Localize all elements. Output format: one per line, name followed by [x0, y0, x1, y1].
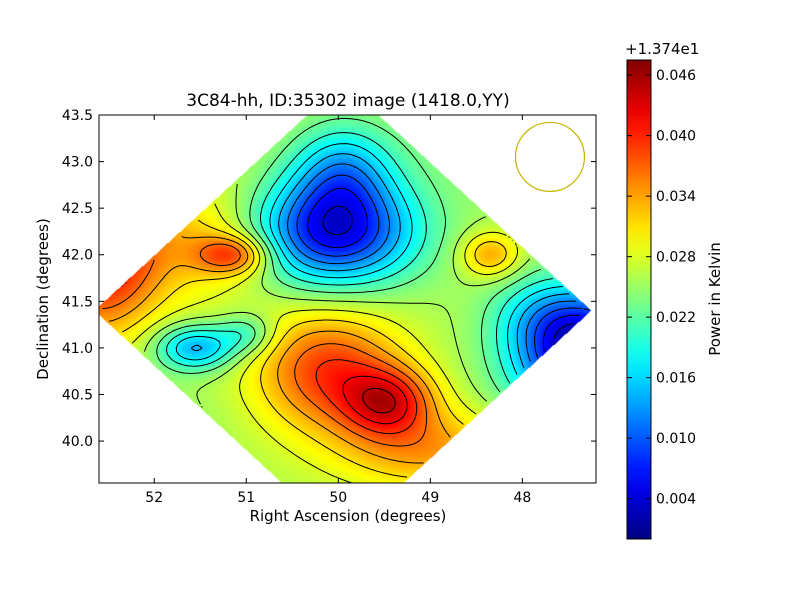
x-tick-label: 50 [329, 490, 347, 506]
y-tick-label: 40.5 [62, 387, 93, 403]
heatmap-image [99, 115, 596, 483]
contour-line [307, 187, 580, 352]
colorbar-tick-label: 0.016 [656, 371, 696, 387]
contour-line [122, 219, 507, 478]
x-tick-label: 48 [513, 490, 531, 506]
y-axis-ticks: 40.0 40.5 41.0 41.5 42.0 42.5 43.0 43.5 [62, 108, 596, 450]
chart-title: 3C84-hh, ID:35302 image (1418.0,YY) [186, 91, 509, 111]
colorbar-tick-label: 0.040 [656, 129, 696, 145]
y-tick-label: 43.0 [62, 155, 93, 171]
colorbar-ticks: 0.004 0.010 0.016 0.022 0.028 0.034 0.040 0.046 [627, 68, 696, 508]
y-axis-label: Declination (degrees) [34, 218, 52, 380]
y-tick-label: 42.0 [62, 248, 93, 264]
contour-line [362, 387, 396, 414]
contour-line [296, 174, 590, 359]
colorbar-tick-label: 0.010 [656, 431, 696, 447]
y-tick-label: 41.0 [62, 341, 93, 357]
y-tick-label: 40.0 [62, 434, 93, 450]
contour-line [121, 278, 418, 435]
x-axis-label: Right Ascension (degrees) [250, 507, 447, 525]
contour-line [322, 205, 573, 345]
contour-line [166, 132, 553, 384]
colorbar-gradient [626, 59, 652, 540]
y-tick-label: 41.5 [62, 294, 93, 310]
colorbar-tick-label: 0.034 [656, 189, 696, 205]
heatmap-plot-area [99, 115, 596, 483]
contour-line [131, 203, 518, 483]
contour-line [102, 243, 428, 447]
colorbar-tick-label: 0.046 [656, 68, 696, 84]
x-tick-label: 49 [421, 490, 439, 506]
colorbar: 0.004 0.010 0.016 0.022 0.028 0.034 0.040 0.046… [625, 40, 724, 540]
colorbar-tick-label: 0.028 [656, 250, 696, 266]
contour-line [342, 375, 408, 425]
x-tick-label: 52 [145, 490, 163, 506]
contour-line [287, 163, 577, 362]
contour-line [108, 236, 451, 464]
contour-line [190, 153, 570, 369]
colorbar-offset-label: +1.374e1 [625, 40, 699, 58]
contour-line [144, 183, 531, 408]
x-axis-ticks: 52 51 50 49 48 [145, 115, 531, 506]
colorbar-tick-label: 0.004 [656, 492, 696, 508]
y-tick-label: 43.5 [62, 108, 93, 124]
contour-lines [102, 117, 590, 483]
x-tick-label: 51 [237, 490, 255, 506]
beam-circle [514, 121, 586, 192]
contour-line [175, 143, 563, 375]
colorbar-tick-label: 0.022 [656, 310, 696, 326]
plot-frame [98, 114, 597, 484]
contour-line [156, 117, 541, 393]
colorbar-label: Power in Kelvin [706, 242, 724, 356]
y-tick-label: 42.5 [62, 201, 93, 217]
